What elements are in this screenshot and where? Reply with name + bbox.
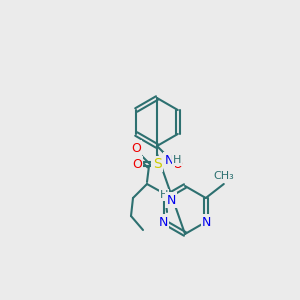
Text: CH₃: CH₃ [213, 171, 234, 181]
Text: N: N [166, 194, 176, 206]
Text: H: H [160, 190, 168, 200]
Text: N: N [158, 215, 168, 229]
Text: O: O [131, 142, 141, 154]
Text: H: H [173, 155, 181, 165]
Text: N: N [202, 215, 212, 229]
Text: O: O [172, 158, 182, 170]
Text: S: S [153, 157, 161, 171]
Text: N: N [164, 154, 174, 166]
Text: O: O [132, 158, 142, 170]
